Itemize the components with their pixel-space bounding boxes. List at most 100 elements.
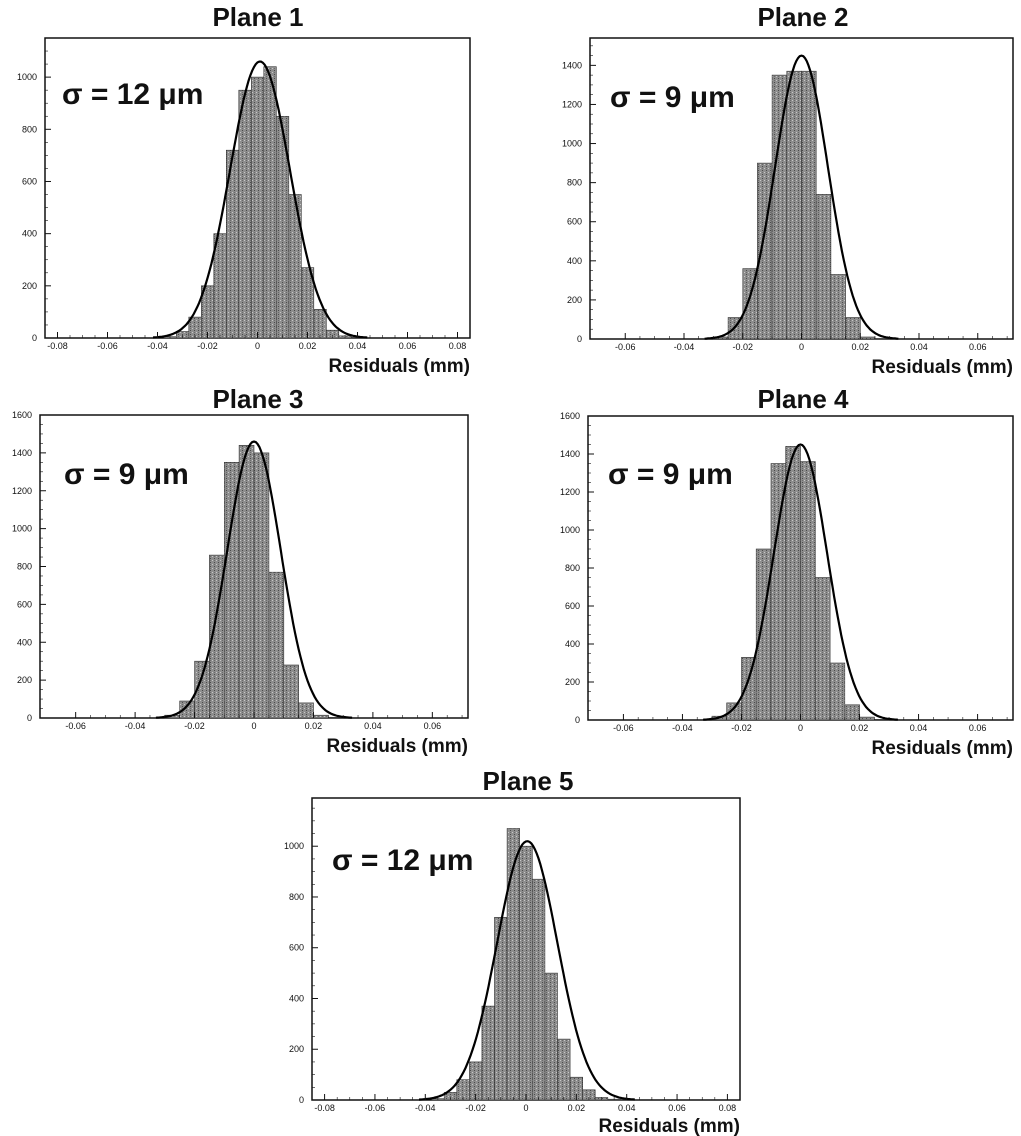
histogram-bar	[741, 656, 757, 721]
histogram-bar	[800, 461, 816, 721]
y-tick-label: 400	[22, 229, 37, 239]
sigma-annotation: σ = 9 μm	[610, 81, 735, 114]
x-tick-label: 0.04	[618, 1103, 636, 1113]
y-tick-label: 1000	[284, 841, 304, 851]
y-tick-label: 200	[565, 677, 580, 687]
y-tick-label: 1400	[12, 448, 32, 458]
y-tick-label: 1600	[12, 410, 32, 420]
x-tick-label: -0.04	[672, 723, 693, 733]
histogram-bar	[757, 162, 773, 340]
y-axis-ticks: 0 200 400 600 800 1000	[284, 807, 318, 1105]
histogram-bar	[771, 74, 788, 340]
x-tick-label: 0.02	[305, 721, 323, 731]
gaussian-fit-curve	[704, 54, 899, 340]
x-axis-label: Residuals (mm)	[872, 357, 1013, 378]
y-tick-label: 1000	[560, 525, 580, 535]
x-tick-label: 0.06	[399, 341, 417, 351]
histogram-bar	[251, 76, 265, 339]
y-tick-label: 600	[289, 943, 304, 953]
y-tick-label: 200	[17, 675, 32, 685]
y-tick-label: 200	[22, 281, 37, 291]
x-axis-label: Residuals (mm)	[327, 736, 468, 757]
y-tick-label: 600	[567, 217, 582, 227]
histogram-bar	[298, 702, 314, 719]
histogram-bar	[531, 878, 546, 1101]
y-tick-label: 400	[567, 256, 582, 266]
y-tick-label: 1400	[560, 449, 580, 459]
histogram-bar	[830, 274, 846, 340]
x-axis-label: Residuals (mm)	[872, 738, 1013, 759]
histogram-bar	[456, 1079, 470, 1101]
y-tick-label: 1200	[12, 486, 32, 496]
panel-title: Plane 4	[757, 384, 849, 414]
y-tick-label: 0	[27, 713, 32, 723]
bars	[163, 66, 365, 339]
histogram-bar	[544, 972, 558, 1101]
histogram-bar	[814, 577, 831, 721]
y-tick-label: 800	[22, 124, 37, 134]
x-tick-label: 0	[523, 1103, 528, 1113]
y-tick-label: 400	[565, 639, 580, 649]
y-tick-label: 1000	[17, 72, 37, 82]
x-tick-label: 0.06	[969, 342, 987, 352]
bars	[164, 444, 344, 719]
y-tick-label: 800	[565, 563, 580, 573]
bars	[713, 70, 890, 340]
x-tick-label: -0.06	[65, 721, 86, 731]
histogram-bar	[313, 308, 327, 339]
y-tick-label: 0	[577, 334, 582, 344]
x-tick-label: 0.04	[910, 723, 928, 733]
x-axis-ticks: -0.08 -0.06 -0.04 -0.02 0 0.02 0.04 0.06 0.08	[47, 332, 466, 351]
histogram-bar	[815, 194, 832, 340]
histogram-bar	[519, 845, 533, 1101]
y-tick-label: 600	[22, 176, 37, 186]
x-tick-label: -0.02	[184, 721, 205, 731]
x-tick-label: 0.02	[851, 723, 869, 733]
x-tick-label: -0.04	[415, 1103, 436, 1113]
x-tick-label: 0.04	[910, 342, 928, 352]
panel-title: Plane 1	[212, 2, 303, 32]
x-tick-label: -0.04	[674, 342, 695, 352]
histogram-bar	[238, 444, 255, 719]
x-axis-ticks: -0.06 -0.04 -0.02 0 0.02 0.04 0.06	[65, 712, 463, 731]
x-axis-ticks: -0.08 -0.06 -0.04 -0.02 0 0.02 0.04 0.06 0.08	[314, 1094, 736, 1113]
x-tick-label: 0.02	[299, 341, 317, 351]
sigma-annotation: σ = 12 μm	[332, 844, 473, 877]
x-tick-label: -0.06	[613, 723, 634, 733]
x-tick-label: 0.08	[449, 341, 467, 351]
histogram-bar	[845, 317, 861, 340]
y-tick-label: 400	[17, 637, 32, 647]
gaussian-fit-curve	[152, 60, 368, 339]
y-tick-label: 800	[289, 892, 304, 902]
x-tick-label: -0.08	[314, 1103, 335, 1113]
y-tick-label: 600	[565, 601, 580, 611]
bars	[711, 446, 890, 721]
histogram-bar	[263, 66, 277, 339]
x-tick-label: -0.06	[97, 341, 118, 351]
y-tick-label: 200	[567, 295, 582, 305]
histogram-bar	[786, 70, 802, 340]
sigma-annotation: σ = 12 μm	[62, 78, 203, 111]
histogram-bar	[829, 662, 846, 721]
x-tick-label: 0.06	[969, 723, 987, 733]
x-tick-label: 0.06	[424, 721, 442, 731]
x-tick-label: 0.08	[719, 1103, 737, 1113]
histogram-panel-plane-4: Plane 4 0 200 400 600 800 1000 1200 1400 1600 -0…	[560, 384, 1014, 759]
x-tick-label: -0.08	[47, 341, 68, 351]
histogram-bar	[770, 463, 787, 721]
x-axis-ticks: -0.06 -0.04 -0.02 0 0.02 0.04 0.06	[615, 333, 1008, 352]
x-tick-label: 0.02	[568, 1103, 586, 1113]
sigma-annotation: σ = 9 μm	[64, 458, 189, 491]
x-tick-label: 0.02	[851, 342, 869, 352]
y-tick-label: 0	[32, 333, 37, 343]
sigma-annotation: σ = 9 μm	[608, 458, 733, 491]
y-axis-ticks: 0 200 400 600 800 1000 1200 1400 1600	[12, 410, 46, 723]
gaussian-fit-curve	[155, 440, 353, 719]
histogram-bar	[283, 664, 299, 719]
x-tick-label: 0	[255, 341, 260, 351]
y-tick-label: 1000	[12, 524, 32, 534]
histogram-bar	[785, 446, 801, 721]
y-tick-label: 0	[299, 1095, 304, 1105]
